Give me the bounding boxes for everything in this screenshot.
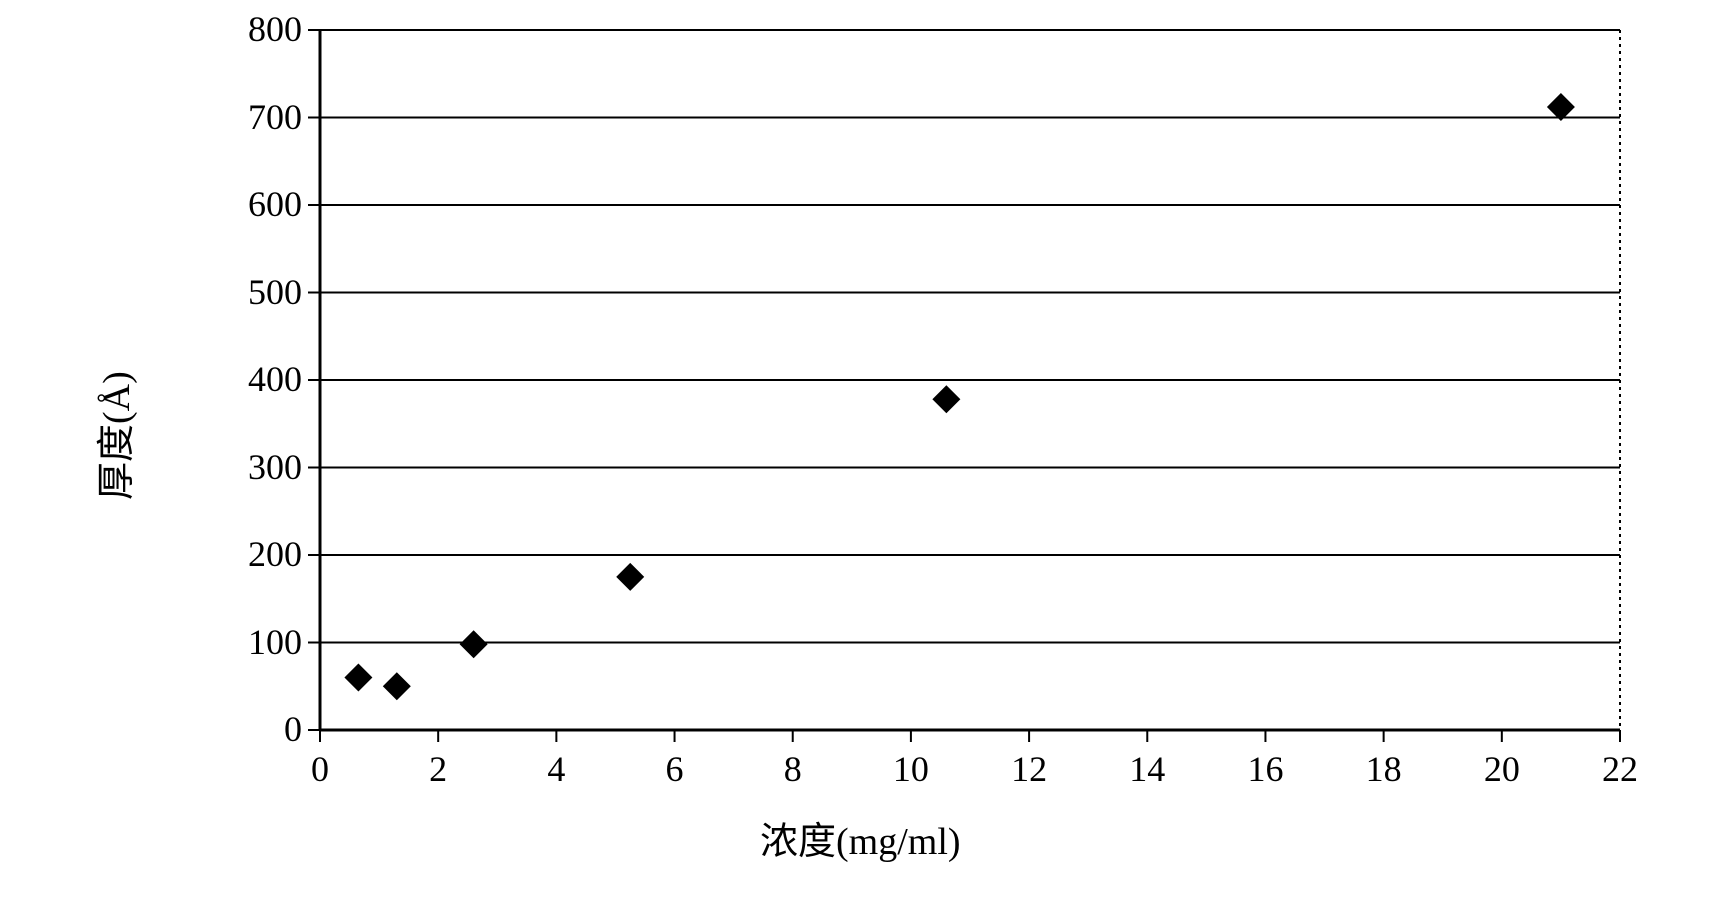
x-tick-label: 18 <box>1354 748 1414 790</box>
x-tick-label: 2 <box>408 748 468 790</box>
x-tick-label: 4 <box>526 748 586 790</box>
x-tick-label: 8 <box>763 748 823 790</box>
x-tick-label: 12 <box>999 748 1059 790</box>
y-axis-label: 厚度(Å) <box>85 371 140 500</box>
y-tick-label: 400 <box>202 358 302 400</box>
y-tick-label: 100 <box>202 621 302 663</box>
x-tick-label: 22 <box>1590 748 1650 790</box>
y-tick-label: 300 <box>202 446 302 488</box>
scatter-chart: 厚度(Å) 浓度(mg/ml) 0 2 4 6 8 10 12 14 16 18 20 22 0 100 2… <box>60 20 1656 878</box>
x-tick-label: 14 <box>1117 748 1177 790</box>
x-tick-label: 10 <box>881 748 941 790</box>
x-axis-label: 浓度(mg/ml) <box>760 810 961 865</box>
x-tick-label: 0 <box>290 748 350 790</box>
y-tick-label: 700 <box>202 96 302 138</box>
y-tick-label: 0 <box>202 708 302 750</box>
x-tick-label: 20 <box>1472 748 1532 790</box>
y-tick-label: 800 <box>202 8 302 50</box>
y-tick-label: 500 <box>202 271 302 313</box>
y-tick-label: 600 <box>202 183 302 225</box>
y-tick-label: 200 <box>202 533 302 575</box>
x-tick-label: 16 <box>1235 748 1295 790</box>
x-tick-label: 6 <box>645 748 705 790</box>
